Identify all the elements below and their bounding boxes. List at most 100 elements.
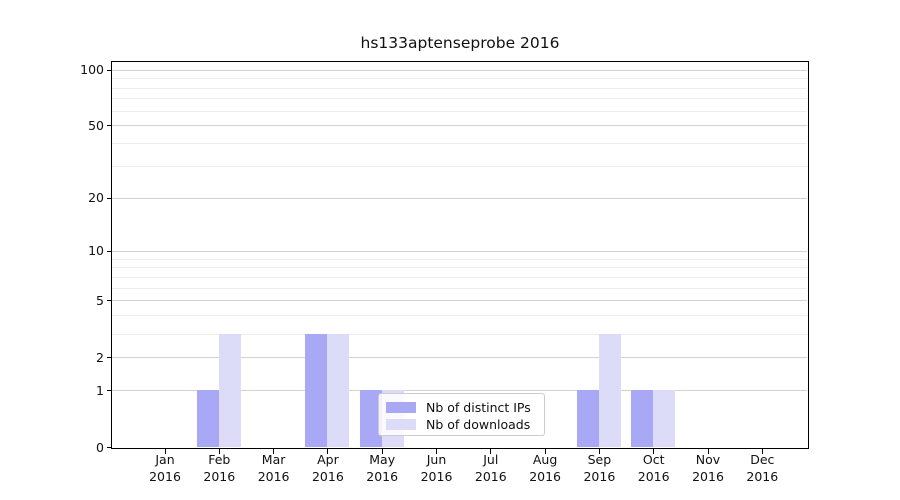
x-tick-month: Nov [695,452,721,467]
minor-gridline [112,333,807,335]
x-tick-month: Jan [155,452,175,467]
x-tick-mark [761,449,763,454]
bar-distinct-ips-feb [196,390,219,447]
bar-distinct-ips-may [359,390,382,447]
x-tick-mark [653,449,655,454]
x-tick-month: May [369,452,396,467]
x-tick-mark [327,449,329,454]
x-tick-mark [381,449,383,454]
x-tick-label-mar: Mar 2016 [242,452,306,485]
major-gridline [112,390,807,392]
x-tick-label-oct: Oct 2016 [622,452,686,485]
bar-downloads-oct [653,390,676,447]
major-gridline [112,125,807,127]
x-tick-mark [544,449,546,454]
x-tick-mark [707,449,709,454]
plot-area [111,61,809,449]
x-tick-year: 2016 [203,468,236,484]
x-tick-month: Jul [483,452,499,467]
minor-gridline [112,166,807,168]
y-tick-label: 100 [80,62,104,77]
x-tick-year: 2016 [149,468,181,484]
x-tick-mark [436,449,437,454]
x-tick-month: Apr [317,452,339,467]
y-tick-mark [106,447,112,448]
major-gridline [112,69,807,71]
y-tick-label: 50 [88,117,104,133]
x-tick-month: Mar [261,452,286,467]
x-tick-year: 2016 [529,468,561,484]
y-tick-label: 2 [96,349,104,365]
major-gridline [112,357,807,359]
x-tick-month: Sep [587,452,612,467]
legend-item-distinct-ips: Nb of distinct IPs [386,399,537,415]
minor-gridline [112,315,807,317]
x-tick-label-feb: Feb 2016 [187,452,251,485]
y-tick-label: 0 [96,439,104,455]
bar-downloads-feb [218,333,241,447]
y-tick-mark [106,300,112,302]
x-tick-year: 2016 [257,468,290,484]
minor-gridline [112,143,807,145]
bar-downloads-sep [598,333,621,447]
legend-item-downloads: Nb of downloads [386,416,537,432]
x-tick-mark [490,449,492,454]
x-tick-mark [164,449,166,454]
y-tick-label: 5 [96,292,104,308]
x-tick-year: 2016 [746,468,779,484]
y-tick-label: 1 [96,382,104,398]
x-tick-month: Jun [426,452,447,467]
legend-swatch-distinct-ips [386,401,416,413]
x-tick-year: 2016 [366,468,399,484]
minor-gridline [112,258,807,260]
x-tick-label-aug: Aug 2016 [513,452,577,485]
minor-gridline [112,276,807,278]
minor-gridline [112,110,807,112]
y-tick-mark [106,69,112,71]
y-tick-mark [106,390,112,392]
y-tick-mark [106,125,112,127]
x-tick-mark [218,449,220,454]
y-tick-label: 10 [88,243,104,259]
y-tick-mark [106,357,112,359]
bar-distinct-ips-sep [576,390,599,447]
legend: Nb of distinct IPs Nb of downloads [378,393,545,436]
x-tick-year: 2016 [474,468,507,484]
minor-gridline [112,78,807,80]
x-tick-month: Oct [642,452,665,467]
x-tick-label-apr: Apr 2016 [296,452,360,485]
major-gridline [112,250,807,252]
minor-gridline [112,287,807,289]
legend-label-downloads: Nb of downloads [426,416,531,432]
x-tick-month: Feb [208,452,231,467]
x-tick-year: 2016 [583,468,616,484]
legend-label-distinct-ips: Nb of distinct IPs [426,399,531,415]
x-tick-year: 2016 [692,468,724,484]
x-tick-label-nov: Nov 2016 [676,452,740,485]
x-tick-month: Aug [532,452,558,467]
x-tick-label-jan: Jan 2016 [133,452,197,485]
bar-distinct-ips-apr [305,333,328,447]
minor-gridline [112,87,807,89]
x-tick-year: 2016 [637,468,670,484]
minor-gridline [112,267,807,269]
minor-gridline [112,98,807,100]
chart-title: hs133aptenseprobe 2016 [360,34,560,52]
y-tick-mark [106,197,112,199]
y-tick-label: 20 [88,190,104,206]
x-tick-year: 2016 [420,468,453,484]
legend-swatch-downloads [386,418,416,430]
bar-downloads-apr [327,333,350,447]
major-gridline [112,300,807,302]
x-tick-label-may: May 2016 [350,452,414,485]
x-tick-mark [598,449,600,454]
x-tick-year: 2016 [311,468,344,484]
y-tick-mark [106,250,112,252]
x-tick-label-dec: Dec 2016 [730,452,794,485]
x-tick-label-sep: Sep 2016 [567,452,631,485]
x-tick-month: Dec [750,452,775,467]
x-tick-label-jul: Jul 2016 [459,452,523,485]
major-gridline [112,197,807,199]
x-tick-mark [273,449,275,454]
